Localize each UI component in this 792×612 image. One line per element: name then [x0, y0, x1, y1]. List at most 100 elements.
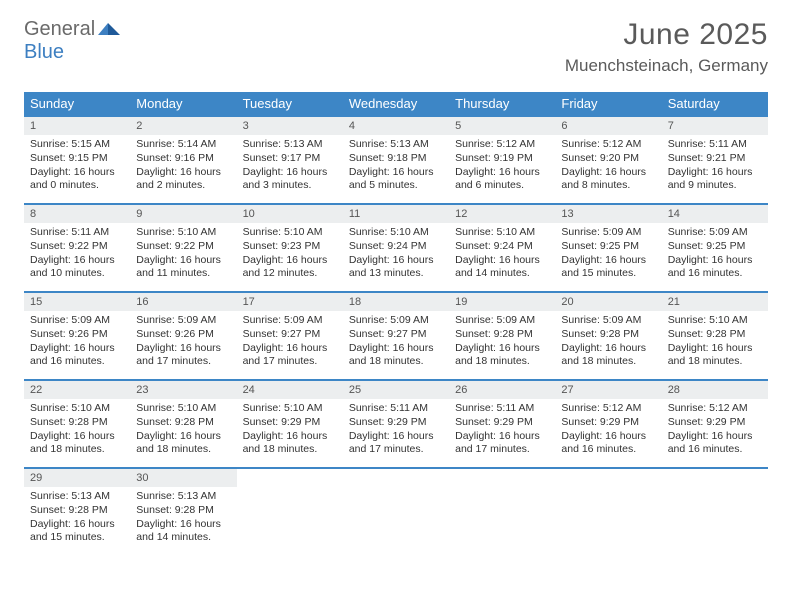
sunrise-line: Sunrise: 5:14 AM — [136, 138, 230, 152]
day-content: Sunrise: 5:12 AMSunset: 9:20 PMDaylight:… — [555, 135, 661, 196]
day-number: 9 — [130, 205, 236, 223]
day-content: Sunrise: 5:15 AMSunset: 9:15 PMDaylight:… — [24, 135, 130, 196]
day-number: 27 — [555, 381, 661, 399]
sunset-line: Sunset: 9:26 PM — [30, 328, 124, 342]
calendar-day-cell: . — [555, 468, 661, 556]
calendar-week-row: 29Sunrise: 5:13 AMSunset: 9:28 PMDayligh… — [24, 468, 768, 556]
daylight-line: Daylight: 16 hours and 18 minutes. — [30, 430, 124, 457]
day-number: 19 — [449, 293, 555, 311]
sunset-line: Sunset: 9:25 PM — [668, 240, 762, 254]
sunrise-line: Sunrise: 5:09 AM — [561, 314, 655, 328]
day-number: 2 — [130, 117, 236, 135]
sunset-line: Sunset: 9:19 PM — [455, 152, 549, 166]
logo-text: General Blue — [24, 18, 120, 64]
calendar-day-cell: 10Sunrise: 5:10 AMSunset: 9:23 PMDayligh… — [237, 204, 343, 292]
day-number: 8 — [24, 205, 130, 223]
sunrise-line: Sunrise: 5:11 AM — [30, 226, 124, 240]
daylight-line: Daylight: 16 hours and 13 minutes. — [349, 254, 443, 281]
day-content: Sunrise: 5:09 AMSunset: 9:26 PMDaylight:… — [130, 311, 236, 372]
sunset-line: Sunset: 9:28 PM — [561, 328, 655, 342]
daylight-line: Daylight: 16 hours and 11 minutes. — [136, 254, 230, 281]
daylight-line: Daylight: 16 hours and 18 minutes. — [561, 342, 655, 369]
day-number: 18 — [343, 293, 449, 311]
sunrise-line: Sunrise: 5:09 AM — [243, 314, 337, 328]
sunset-line: Sunset: 9:20 PM — [561, 152, 655, 166]
daylight-line: Daylight: 16 hours and 18 minutes. — [455, 342, 549, 369]
calendar-day-cell: 24Sunrise: 5:10 AMSunset: 9:29 PMDayligh… — [237, 380, 343, 468]
sunrise-line: Sunrise: 5:10 AM — [136, 402, 230, 416]
calendar-day-cell: . — [449, 468, 555, 556]
daylight-line: Daylight: 16 hours and 16 minutes. — [30, 342, 124, 369]
calendar-day-cell: 28Sunrise: 5:12 AMSunset: 9:29 PMDayligh… — [662, 380, 768, 468]
sunrise-line: Sunrise: 5:10 AM — [136, 226, 230, 240]
calendar-day-cell: 30 Sunrise: 5:13 AMSunset: 9:28 PMDayligh… — [130, 468, 236, 556]
sunset-line: Sunset: 9:21 PM — [668, 152, 762, 166]
daylight-line: Daylight: 16 hours and 14 minutes. — [136, 518, 230, 545]
sunset-line: Sunset: 9:28 PM — [455, 328, 549, 342]
day-number: 23 — [130, 381, 236, 399]
daylight-line: Daylight: 16 hours and 2 minutes. — [136, 166, 230, 193]
daylight-line: Daylight: 16 hours and 8 minutes. — [561, 166, 655, 193]
day-number: 4 — [343, 117, 449, 135]
sunrise-line: Sunrise: 5:15 AM — [30, 138, 124, 152]
logo-mark-icon — [98, 22, 120, 39]
day-content: Sunrise: 5:12 AMSunset: 9:29 PMDaylight:… — [555, 399, 661, 460]
calendar-day-cell: 12Sunrise: 5:10 AMSunset: 9:24 PMDayligh… — [449, 204, 555, 292]
day-content: Sunrise: 5:09 AMSunset: 9:27 PMDaylight:… — [237, 311, 343, 372]
sunset-line: Sunset: 9:27 PM — [243, 328, 337, 342]
day-content: Sunrise: 5:11 AMSunset: 9:29 PMDaylight:… — [449, 399, 555, 460]
daylight-line: Daylight: 16 hours and 17 minutes. — [455, 430, 549, 457]
day-number: 30 — [130, 469, 236, 487]
calendar-week-row: 15Sunrise: 5:09 AMSunset: 9:26 PMDayligh… — [24, 292, 768, 380]
sunset-line: Sunset: 9:18 PM — [349, 152, 443, 166]
day-number: 26 — [449, 381, 555, 399]
calendar-table: Sunday Monday Tuesday Wednesday Thursday… — [24, 92, 768, 556]
sunrise-line: Sunrise: 5:13 AM — [136, 490, 230, 504]
sunrise-line: Sunrise: 5:11 AM — [349, 402, 443, 416]
calendar-day-cell: 5Sunrise: 5:12 AMSunset: 9:19 PMDaylight… — [449, 116, 555, 204]
day-number: 15 — [24, 293, 130, 311]
daylight-line: Daylight: 16 hours and 16 minutes. — [668, 430, 762, 457]
day-number: 22 — [24, 381, 130, 399]
month-title: June 2025 — [565, 18, 768, 52]
daylight-line: Daylight: 16 hours and 14 minutes. — [455, 254, 549, 281]
daylight-line: Daylight: 16 hours and 17 minutes. — [136, 342, 230, 369]
sunset-line: Sunset: 9:29 PM — [349, 416, 443, 430]
calendar-day-cell: 21Sunrise: 5:10 AMSunset: 9:28 PMDayligh… — [662, 292, 768, 380]
sunset-line: Sunset: 9:22 PM — [136, 240, 230, 254]
day-number: 7 — [662, 117, 768, 135]
sunset-line: Sunset: 9:15 PM — [30, 152, 124, 166]
day-number: 16 — [130, 293, 236, 311]
day-content: Sunrise: 5:13 AMSunset: 9:17 PMDaylight:… — [237, 135, 343, 196]
daylight-line: Daylight: 16 hours and 18 minutes. — [349, 342, 443, 369]
sunset-line: Sunset: 9:29 PM — [455, 416, 549, 430]
day-content: Sunrise: 5:11 AMSunset: 9:29 PMDaylight:… — [343, 399, 449, 460]
weekday-header: Wednesday — [343, 92, 449, 116]
sunset-line: Sunset: 9:28 PM — [136, 504, 230, 518]
sunrise-line: Sunrise: 5:10 AM — [30, 402, 124, 416]
daylight-line: Daylight: 16 hours and 9 minutes. — [668, 166, 762, 193]
calendar-day-cell: 2 Sunrise: 5:14 AMSunset: 9:16 PMDaylight… — [130, 116, 236, 204]
day-content: Sunrise: 5:09 AMSunset: 9:27 PMDaylight:… — [343, 311, 449, 372]
calendar-day-cell: 25Sunrise: 5:11 AMSunset: 9:29 PMDayligh… — [343, 380, 449, 468]
logo: General Blue — [24, 18, 120, 64]
weekday-header: Tuesday — [237, 92, 343, 116]
calendar-day-cell: 18Sunrise: 5:09 AMSunset: 9:27 PMDayligh… — [343, 292, 449, 380]
sunrise-line: Sunrise: 5:10 AM — [243, 402, 337, 416]
day-content: Sunrise: 5:09 AMSunset: 9:25 PMDaylight:… — [662, 223, 768, 284]
daylight-line: Daylight: 16 hours and 6 minutes. — [455, 166, 549, 193]
calendar-day-cell: 7Sunrise: 5:11 AMSunset: 9:21 PMDaylight… — [662, 116, 768, 204]
day-content: Sunrise: 5:10 AMSunset: 9:24 PMDaylight:… — [449, 223, 555, 284]
day-number: 14 — [662, 205, 768, 223]
daylight-line: Daylight: 16 hours and 18 minutes. — [243, 430, 337, 457]
day-number: 28 — [662, 381, 768, 399]
day-number: 17 — [237, 293, 343, 311]
sunset-line: Sunset: 9:16 PM — [136, 152, 230, 166]
calendar-day-cell: 3Sunrise: 5:13 AMSunset: 9:17 PMDaylight… — [237, 116, 343, 204]
day-content: Sunrise: 5:11 AMSunset: 9:21 PMDaylight:… — [662, 135, 768, 196]
sunset-line: Sunset: 9:28 PM — [136, 416, 230, 430]
daylight-line: Daylight: 16 hours and 0 minutes. — [30, 166, 124, 193]
day-number: 11 — [343, 205, 449, 223]
daylight-line: Daylight: 16 hours and 3 minutes. — [243, 166, 337, 193]
day-content: Sunrise: 5:10 AMSunset: 9:23 PMDaylight:… — [237, 223, 343, 284]
